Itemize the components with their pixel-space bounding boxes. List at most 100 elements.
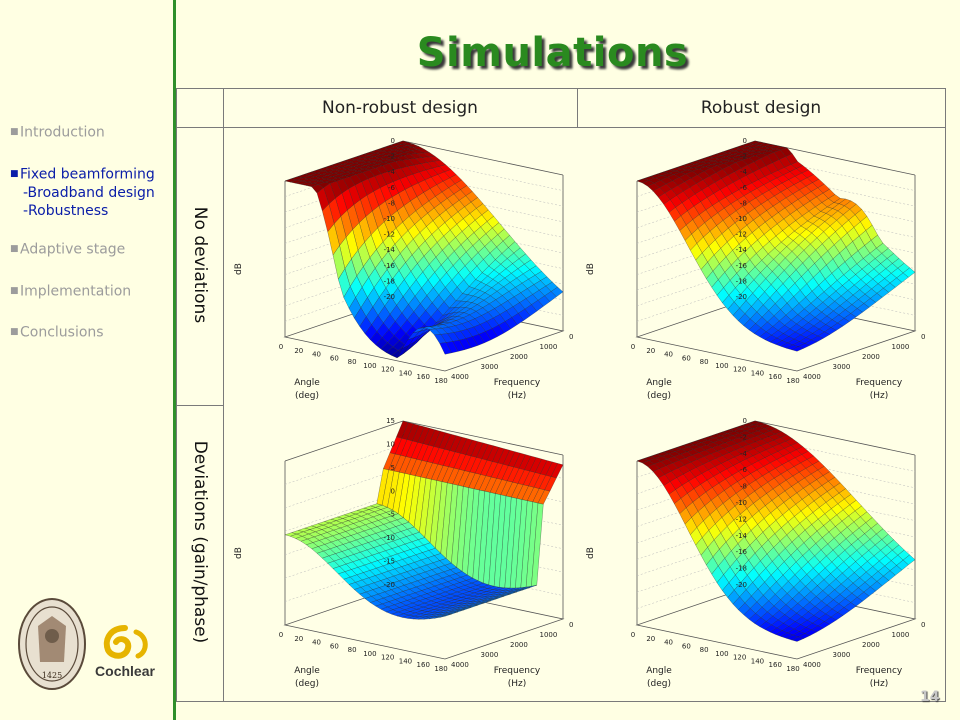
- freq-tick-label: 3000: [481, 363, 499, 371]
- freq-tick-label: 0: [569, 333, 573, 341]
- z-tick-label: -6: [740, 466, 748, 474]
- angle-axis-ticks: 0 20 40 60 80 100 120 140 160 180: [279, 343, 448, 385]
- freq-tick-label: 1000: [892, 631, 910, 639]
- nav-item-fixed-beamforming[interactable]: ■Fixed beamforming -Broadband design -Ro…: [10, 166, 170, 219]
- freq-tick-label: 3000: [833, 651, 851, 659]
- angle-axis-label: Angle: [646, 666, 672, 676]
- angle-tick-label: 40: [312, 639, 321, 647]
- z-tick-label: -2: [388, 153, 395, 161]
- angle-axis-label: Angle: [294, 666, 320, 676]
- z-tick-label: -20: [736, 293, 747, 301]
- z-tick-label: -2: [740, 433, 747, 441]
- nav-item-introduction[interactable]: ■Introduction: [10, 124, 170, 142]
- university-seal-logo: 1425: [16, 596, 88, 696]
- z-tick-label: -14: [736, 532, 748, 540]
- surface-mesh: [284, 140, 564, 359]
- nav-subitem-broadband-design[interactable]: -Broadband design: [23, 185, 155, 201]
- z-tick-label: -10: [736, 215, 747, 223]
- freq-axis-ticks: 0 1000 2000 3000 4000: [803, 621, 925, 669]
- angle-tick-label: 160: [417, 661, 430, 669]
- surface-mesh: [284, 420, 564, 620]
- freq-axis-label: Frequency: [494, 666, 541, 676]
- angle-tick-label: 100: [363, 650, 376, 658]
- z-tick-label: -18: [384, 277, 395, 285]
- freq-axis-unit: (Hz): [508, 391, 527, 401]
- surface-mesh: [636, 420, 916, 642]
- freq-tick-label: 4000: [803, 661, 821, 669]
- z-tick-label: 0: [391, 487, 395, 495]
- nav-item-label: Fixed beamforming: [20, 166, 155, 182]
- z-axis-ticks: 0 -2 -4 -6 -8 -10 -12 -14 -16 -18 -20: [384, 137, 396, 301]
- angle-axis-unit: (deg): [647, 391, 671, 401]
- z-tick-label: -8: [740, 199, 747, 207]
- z-axis-label: dB: [234, 547, 244, 559]
- z-tick-label: -20: [736, 581, 747, 589]
- seal-year: 1425: [42, 671, 62, 680]
- freq-tick-label: 0: [921, 333, 925, 341]
- angle-tick-label: 60: [682, 354, 691, 362]
- angle-tick-label: 100: [363, 362, 376, 370]
- plot-svg: 0 -2 -4 -6 -8 -10 -12 -14 -16 -18 -20 0 20 40 60 80 100 1…: [586, 137, 925, 401]
- angle-tick-label: 140: [399, 369, 412, 377]
- table-header-divider: [177, 127, 945, 128]
- angle-tick-label: 40: [312, 351, 321, 359]
- z-tick-label: -14: [384, 246, 396, 254]
- angle-axis-ticks: 0 20 40 60 80 100 120 140 160 180: [631, 631, 800, 673]
- z-tick-label: -8: [740, 483, 747, 491]
- nav-item-adaptive-stage[interactable]: ■Adaptive stage: [10, 241, 170, 259]
- plot-svg: 0 -2 -4 -6 -8 -10 -12 -14 -16 -18 -20 0 20 40 60 80 100 1…: [586, 417, 925, 689]
- angle-tick-label: 100: [715, 362, 728, 370]
- z-tick-label: -18: [736, 565, 747, 573]
- angle-tick-label: 160: [769, 373, 782, 381]
- freq-tick-label: 2000: [862, 641, 880, 649]
- z-axis-ticks: 0 -2 -4 -6 -8 -10 -12 -14 -16 -18 -20: [736, 417, 748, 589]
- angle-tick-label: 120: [381, 654, 394, 662]
- nav-item-implementation[interactable]: ■Implementation: [10, 283, 170, 301]
- freq-axis-unit: (Hz): [508, 679, 527, 689]
- angle-tick-label: 120: [733, 654, 746, 662]
- z-tick-label: -10: [384, 215, 395, 223]
- z-tick-label: -8: [388, 199, 395, 207]
- surface-plot-nonrobust-dev: 15 10 5 0 -5 -10 -15 -20 0 20 40 60 80 100 120 140 160 18…: [227, 409, 577, 693]
- freq-tick-label: 1000: [540, 343, 558, 351]
- freq-tick-label: 2000: [510, 353, 528, 361]
- surface-patch: [791, 636, 804, 642]
- z-axis-label: dB: [234, 263, 244, 275]
- angle-tick-label: 20: [294, 347, 303, 355]
- bullet-icon: ■: [10, 285, 19, 296]
- angle-tick-label: 0: [279, 631, 283, 639]
- angle-tick-label: 20: [646, 635, 655, 643]
- z-tick-label: 0: [743, 417, 747, 425]
- z-tick-label: -12: [384, 231, 395, 239]
- cochlear-name: Cochlear: [95, 663, 155, 679]
- nav-item-conclusions[interactable]: ■Conclusions: [10, 324, 170, 342]
- freq-axis-ticks: 0 1000 2000 3000 4000: [451, 333, 573, 381]
- table-row-divider: [177, 405, 223, 406]
- z-tick-label: -4: [740, 450, 748, 458]
- page-number: 14: [920, 689, 940, 705]
- z-tick-label: -6: [740, 184, 748, 192]
- z-axis-label: dB: [586, 547, 596, 559]
- nav-item-label: Adaptive stage: [20, 241, 126, 258]
- nav-subitem-robustness[interactable]: -Robustness: [23, 203, 109, 219]
- nav-item-label: Conclusions: [20, 324, 104, 341]
- z-tick-label: -12: [736, 515, 747, 523]
- angle-tick-label: 180: [786, 377, 799, 385]
- freq-axis-label: Frequency: [856, 378, 903, 388]
- angle-tick-label: 100: [715, 650, 728, 658]
- freq-axis-unit: (Hz): [870, 391, 889, 401]
- angle-tick-label: 20: [294, 635, 303, 643]
- z-tick-label: -20: [384, 581, 395, 589]
- surface-plot-nonrobust-nodev: 0 -2 -4 -6 -8 -10 -12 -14 -16 -18 -20 0 20 40 60 80 100 1…: [227, 129, 577, 405]
- z-tick-label: -18: [736, 277, 747, 285]
- z-tick-label: -15: [384, 558, 395, 566]
- angle-tick-label: 60: [682, 642, 691, 650]
- angle-tick-label: 20: [646, 347, 655, 355]
- z-tick-label: 0: [743, 137, 747, 145]
- angle-axis-ticks: 0 20 40 60 80 100 120 140 160 180: [631, 343, 800, 385]
- bullet-icon: ■: [10, 127, 19, 137]
- freq-tick-label: 2000: [510, 641, 528, 649]
- angle-axis-unit: (deg): [647, 679, 671, 689]
- z-tick-label: -5: [388, 511, 395, 519]
- bullet-icon: ■: [10, 327, 19, 337]
